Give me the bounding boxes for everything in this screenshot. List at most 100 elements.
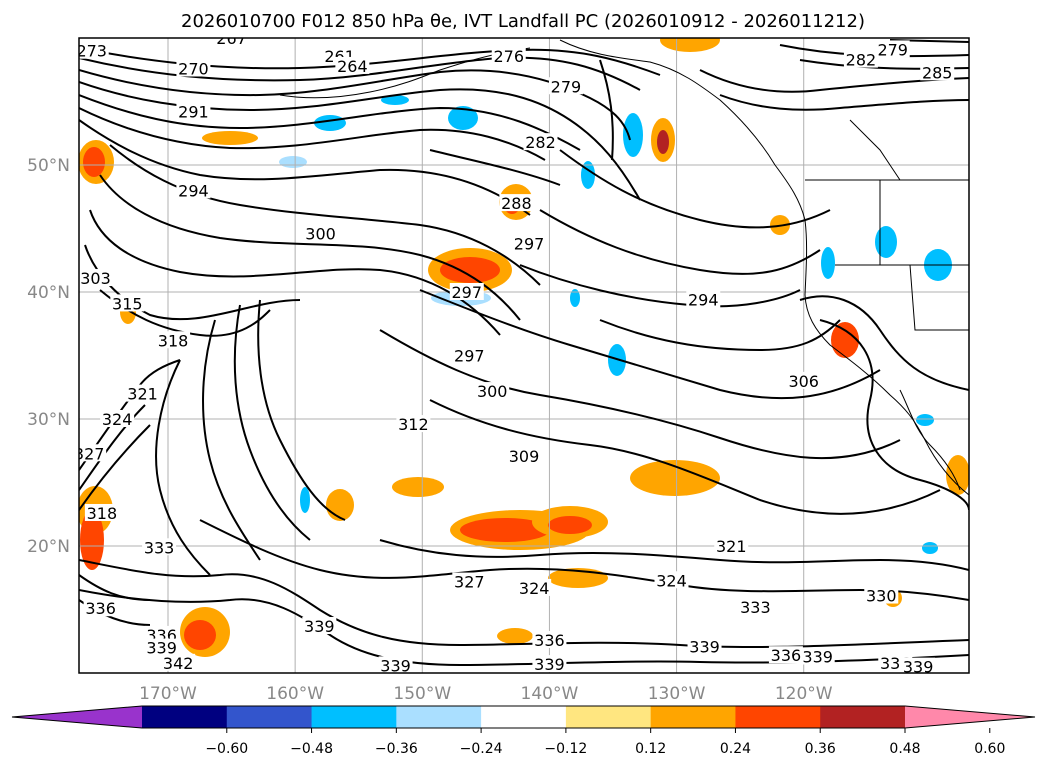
contour-label: 285	[922, 63, 953, 82]
theta-e-contour	[79, 559, 969, 649]
contour-label: 294	[688, 291, 719, 310]
contour-label-bg	[83, 599, 118, 617]
ivt-pc-negative-region	[448, 106, 478, 130]
colorbar-tick-label: 0.24	[720, 741, 751, 757]
theta-e-contour	[202, 319, 261, 561]
theta-e-contour	[257, 299, 346, 521]
colorbar-extend-low	[12, 706, 142, 728]
contour-label: 300	[305, 225, 336, 244]
contour-label: 327	[454, 573, 485, 592]
contour-label: 300	[477, 382, 508, 401]
contour-label-bg	[532, 630, 567, 648]
theta-e-contour	[79, 574, 151, 601]
contour-label-bg	[475, 382, 510, 400]
theta-e-contour	[79, 69, 631, 141]
contour-label-bg	[738, 597, 773, 615]
contour-label-bg	[214, 38, 249, 46]
contour-label: 282	[846, 51, 877, 70]
contour-label-bg	[786, 371, 821, 389]
contour-label: 312	[398, 415, 429, 434]
chart-title: 2026010700 F012 850 hPa θe, IVT Landfall…	[181, 11, 865, 32]
contour-label: 309	[509, 447, 540, 466]
colorbar-tick-label: 0.36	[805, 741, 836, 757]
contour-label: 264	[337, 57, 368, 76]
coastlines	[279, 39, 969, 496]
ivt-pc-negative-region	[570, 289, 580, 307]
colorbar-tick-label: −0.60	[205, 741, 248, 757]
colorbar-segment	[735, 706, 821, 728]
theta-e-contour	[155, 359, 211, 576]
contour-label: 294	[178, 181, 209, 200]
theta-e-contour	[199, 519, 969, 601]
contour-label: 288	[501, 194, 532, 213]
contour-label-bg	[452, 346, 487, 364]
x-tick-label: 130°W	[648, 684, 706, 704]
colorbar-tick-label: −0.48	[290, 741, 333, 757]
contour-label-bg	[176, 181, 211, 199]
map-frame	[78, 37, 970, 674]
theta-e-contour	[719, 94, 969, 111]
theta-e-contour	[79, 107, 546, 161]
contour-label-bg	[920, 63, 955, 81]
ivt-pc-positive-region	[660, 38, 720, 52]
contour-label: 339	[304, 617, 335, 636]
ivt-pc-positive-region	[460, 518, 550, 542]
contour-label-bg	[523, 133, 558, 151]
theta-e-contour	[79, 94, 581, 151]
contour-label: 336	[771, 646, 802, 665]
colorbar-tick-label: 0.60	[974, 741, 1005, 757]
x-tick-label: 160°W	[266, 684, 324, 704]
colorbar-segment	[142, 706, 228, 728]
ivt-pc-positive-region	[392, 477, 444, 497]
ivt-pc-negative-region	[875, 226, 897, 258]
contour-label-bg	[110, 294, 145, 312]
ivt-pc-positive-region	[831, 322, 859, 358]
contour-label: 297	[514, 235, 545, 254]
contour-label: 273	[76, 42, 107, 61]
contour-label: 339	[689, 637, 720, 656]
contour-label-bg	[100, 410, 135, 427]
contour-label: 318	[158, 331, 189, 350]
colorbar-tick-label: 0.12	[635, 741, 666, 757]
contour-label: 324	[102, 410, 133, 429]
theta-e-contour	[699, 69, 969, 93]
colorbar-segment	[820, 706, 906, 728]
contour-label: 279	[877, 40, 908, 59]
y-tick-label: 30°N	[27, 410, 70, 430]
contour-label-bg	[144, 638, 179, 656]
contour-label-bg	[714, 537, 749, 554]
ivt-pc-negative-region	[623, 113, 643, 157]
colorbar-outline	[11, 705, 1036, 729]
theta-e-contour	[233, 304, 311, 541]
ivt-pc-positive-region	[497, 628, 533, 644]
colorbar-extend-high	[905, 706, 1035, 728]
contour-label-bg	[378, 656, 413, 673]
ivt-pc-positive-region	[202, 131, 258, 145]
theta-e-contour	[429, 399, 941, 515]
axis-tick-labels: 170°W 160°W 150°W 140°W 130°W 120°W 50°N 40°N 30…	[27, 156, 833, 704]
contour-label-bg	[142, 538, 177, 556]
colorbar-tick-label: 0.48	[889, 741, 920, 757]
gridlines	[79, 38, 969, 673]
ivt-pc-positive-region	[184, 620, 216, 650]
contour-label-bg	[864, 586, 899, 604]
contour-label: 297	[452, 283, 483, 302]
contour-label-bg	[125, 384, 160, 402]
contour-label: 333	[144, 538, 175, 557]
theta-e-contour	[599, 319, 841, 352]
contour-label: 336	[85, 599, 116, 618]
contour-label: 318	[87, 504, 118, 523]
coastline	[279, 47, 531, 99]
theta-e-contour	[519, 264, 801, 308]
theta-e-contour	[379, 539, 969, 571]
contour-label-bg	[79, 269, 113, 287]
theta-e-contour	[99, 174, 521, 321]
contour-label-bg	[303, 224, 338, 242]
theta-e-contour	[799, 295, 969, 391]
contour-label: 267	[216, 29, 247, 48]
contour-label: 306	[788, 372, 819, 391]
theta-e-contour	[89, 209, 501, 336]
contour-label-bg	[335, 56, 370, 74]
colorbar-segment	[565, 706, 652, 728]
ivt-pc-positive-region	[946, 455, 969, 495]
